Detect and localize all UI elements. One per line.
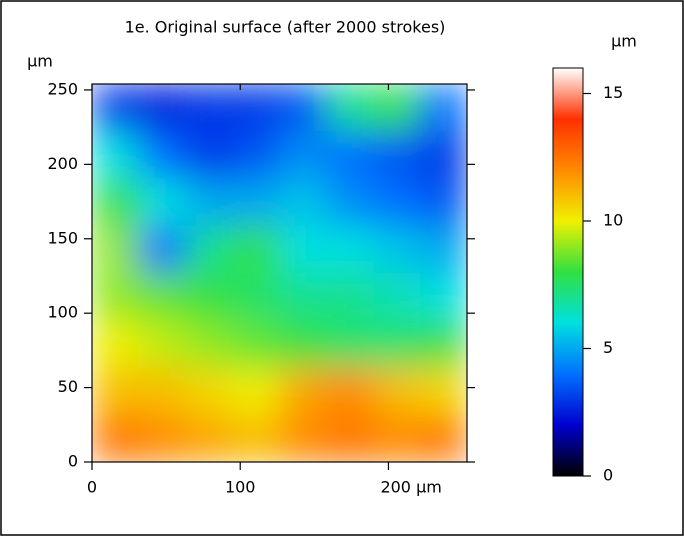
heat-cell: [279, 320, 327, 368]
heat-cell: [279, 367, 327, 416]
y-tick-label: 200: [47, 154, 78, 173]
heat-cell: [326, 414, 374, 462]
heatmap-cells: [92, 84, 467, 462]
y-tick-label: 100: [47, 303, 78, 322]
heat-cell: [92, 178, 140, 227]
y-tick-label: 50: [58, 377, 78, 396]
heat-cell: [373, 273, 421, 321]
heat-cell: [373, 84, 421, 132]
heat-cell: [138, 131, 187, 179]
heat-cell: [138, 178, 187, 227]
x-tick-label: 200 µm: [380, 478, 441, 497]
colorbar-tick-label: 5: [603, 338, 613, 357]
colorbar-tick-label: 10: [603, 211, 623, 230]
heat-cell: [326, 273, 374, 321]
heat-cell: [138, 273, 187, 321]
y-axis-label: µm: [27, 52, 53, 71]
heat-cell: [373, 367, 421, 416]
heat-cell: [232, 414, 280, 462]
heat-cell: [185, 320, 234, 368]
heat-cell: [420, 225, 467, 274]
heat-cell: [232, 84, 280, 132]
heat-cell: [185, 178, 234, 227]
heat-cell: [185, 225, 234, 274]
heat-cell: [279, 131, 327, 179]
heat-cell: [373, 320, 421, 368]
heat-cell: [420, 84, 467, 132]
heat-cell: [279, 178, 327, 227]
heat-cell: [232, 273, 280, 321]
heat-cell: [92, 273, 140, 321]
heat-cell: [138, 225, 187, 274]
plot-border: [91, 83, 468, 463]
heat-cell: [92, 131, 140, 179]
heat-cell: [373, 414, 421, 462]
heat-cell: [279, 84, 327, 132]
y-tick-label: 0: [68, 452, 78, 471]
x-tick-label: 100: [225, 478, 256, 497]
heat-cell: [232, 367, 280, 416]
heatmap: [92, 84, 467, 462]
colorbar-tick-label: 0: [603, 466, 613, 485]
heat-cell: [326, 320, 374, 368]
heat-cell: [326, 84, 374, 132]
heat-cell: [138, 320, 187, 368]
heat-cell: [373, 178, 421, 227]
heat-cell: [92, 320, 140, 368]
heat-cell: [92, 414, 140, 462]
heat-cell: [420, 131, 467, 179]
heat-cell: [373, 225, 421, 274]
heat-cell: [185, 273, 234, 321]
chart-title: 1e. Original surface (after 2000 strokes…: [125, 18, 446, 37]
colorbar-label: µm: [611, 32, 637, 51]
heat-cell: [420, 320, 467, 368]
heat-cell: [138, 367, 187, 416]
heat-cell: [279, 225, 327, 274]
heat-cell: [279, 273, 327, 321]
colorbar-tick-label: 15: [603, 83, 623, 102]
heat-cell: [232, 131, 280, 179]
heat-cell: [420, 367, 467, 416]
heat-cell: [185, 414, 234, 462]
y-tick-label: 250: [47, 79, 78, 98]
colorbar: [552, 67, 584, 477]
heat-cell: [185, 131, 234, 179]
heat-cell: [138, 414, 187, 462]
heat-cell: [185, 84, 234, 132]
heat-cell: [185, 367, 234, 416]
heat-cell: [92, 225, 140, 274]
y-tick-label: 150: [47, 228, 78, 247]
heat-cell: [232, 225, 280, 274]
heat-cell: [92, 84, 140, 132]
heat-cell: [232, 320, 280, 368]
heat-cell: [92, 367, 140, 416]
heat-cell: [326, 225, 374, 274]
heat-cell: [420, 178, 467, 227]
heat-cell: [232, 178, 280, 227]
heat-cell: [326, 367, 374, 416]
x-tick-label: 0: [87, 478, 97, 497]
heat-cell: [279, 414, 327, 462]
heat-cell: [326, 131, 374, 179]
heat-cell: [373, 131, 421, 179]
heat-cell: [326, 178, 374, 227]
heat-cell: [420, 414, 467, 462]
heat-cell: [420, 273, 467, 321]
heat-cell: [138, 84, 187, 132]
